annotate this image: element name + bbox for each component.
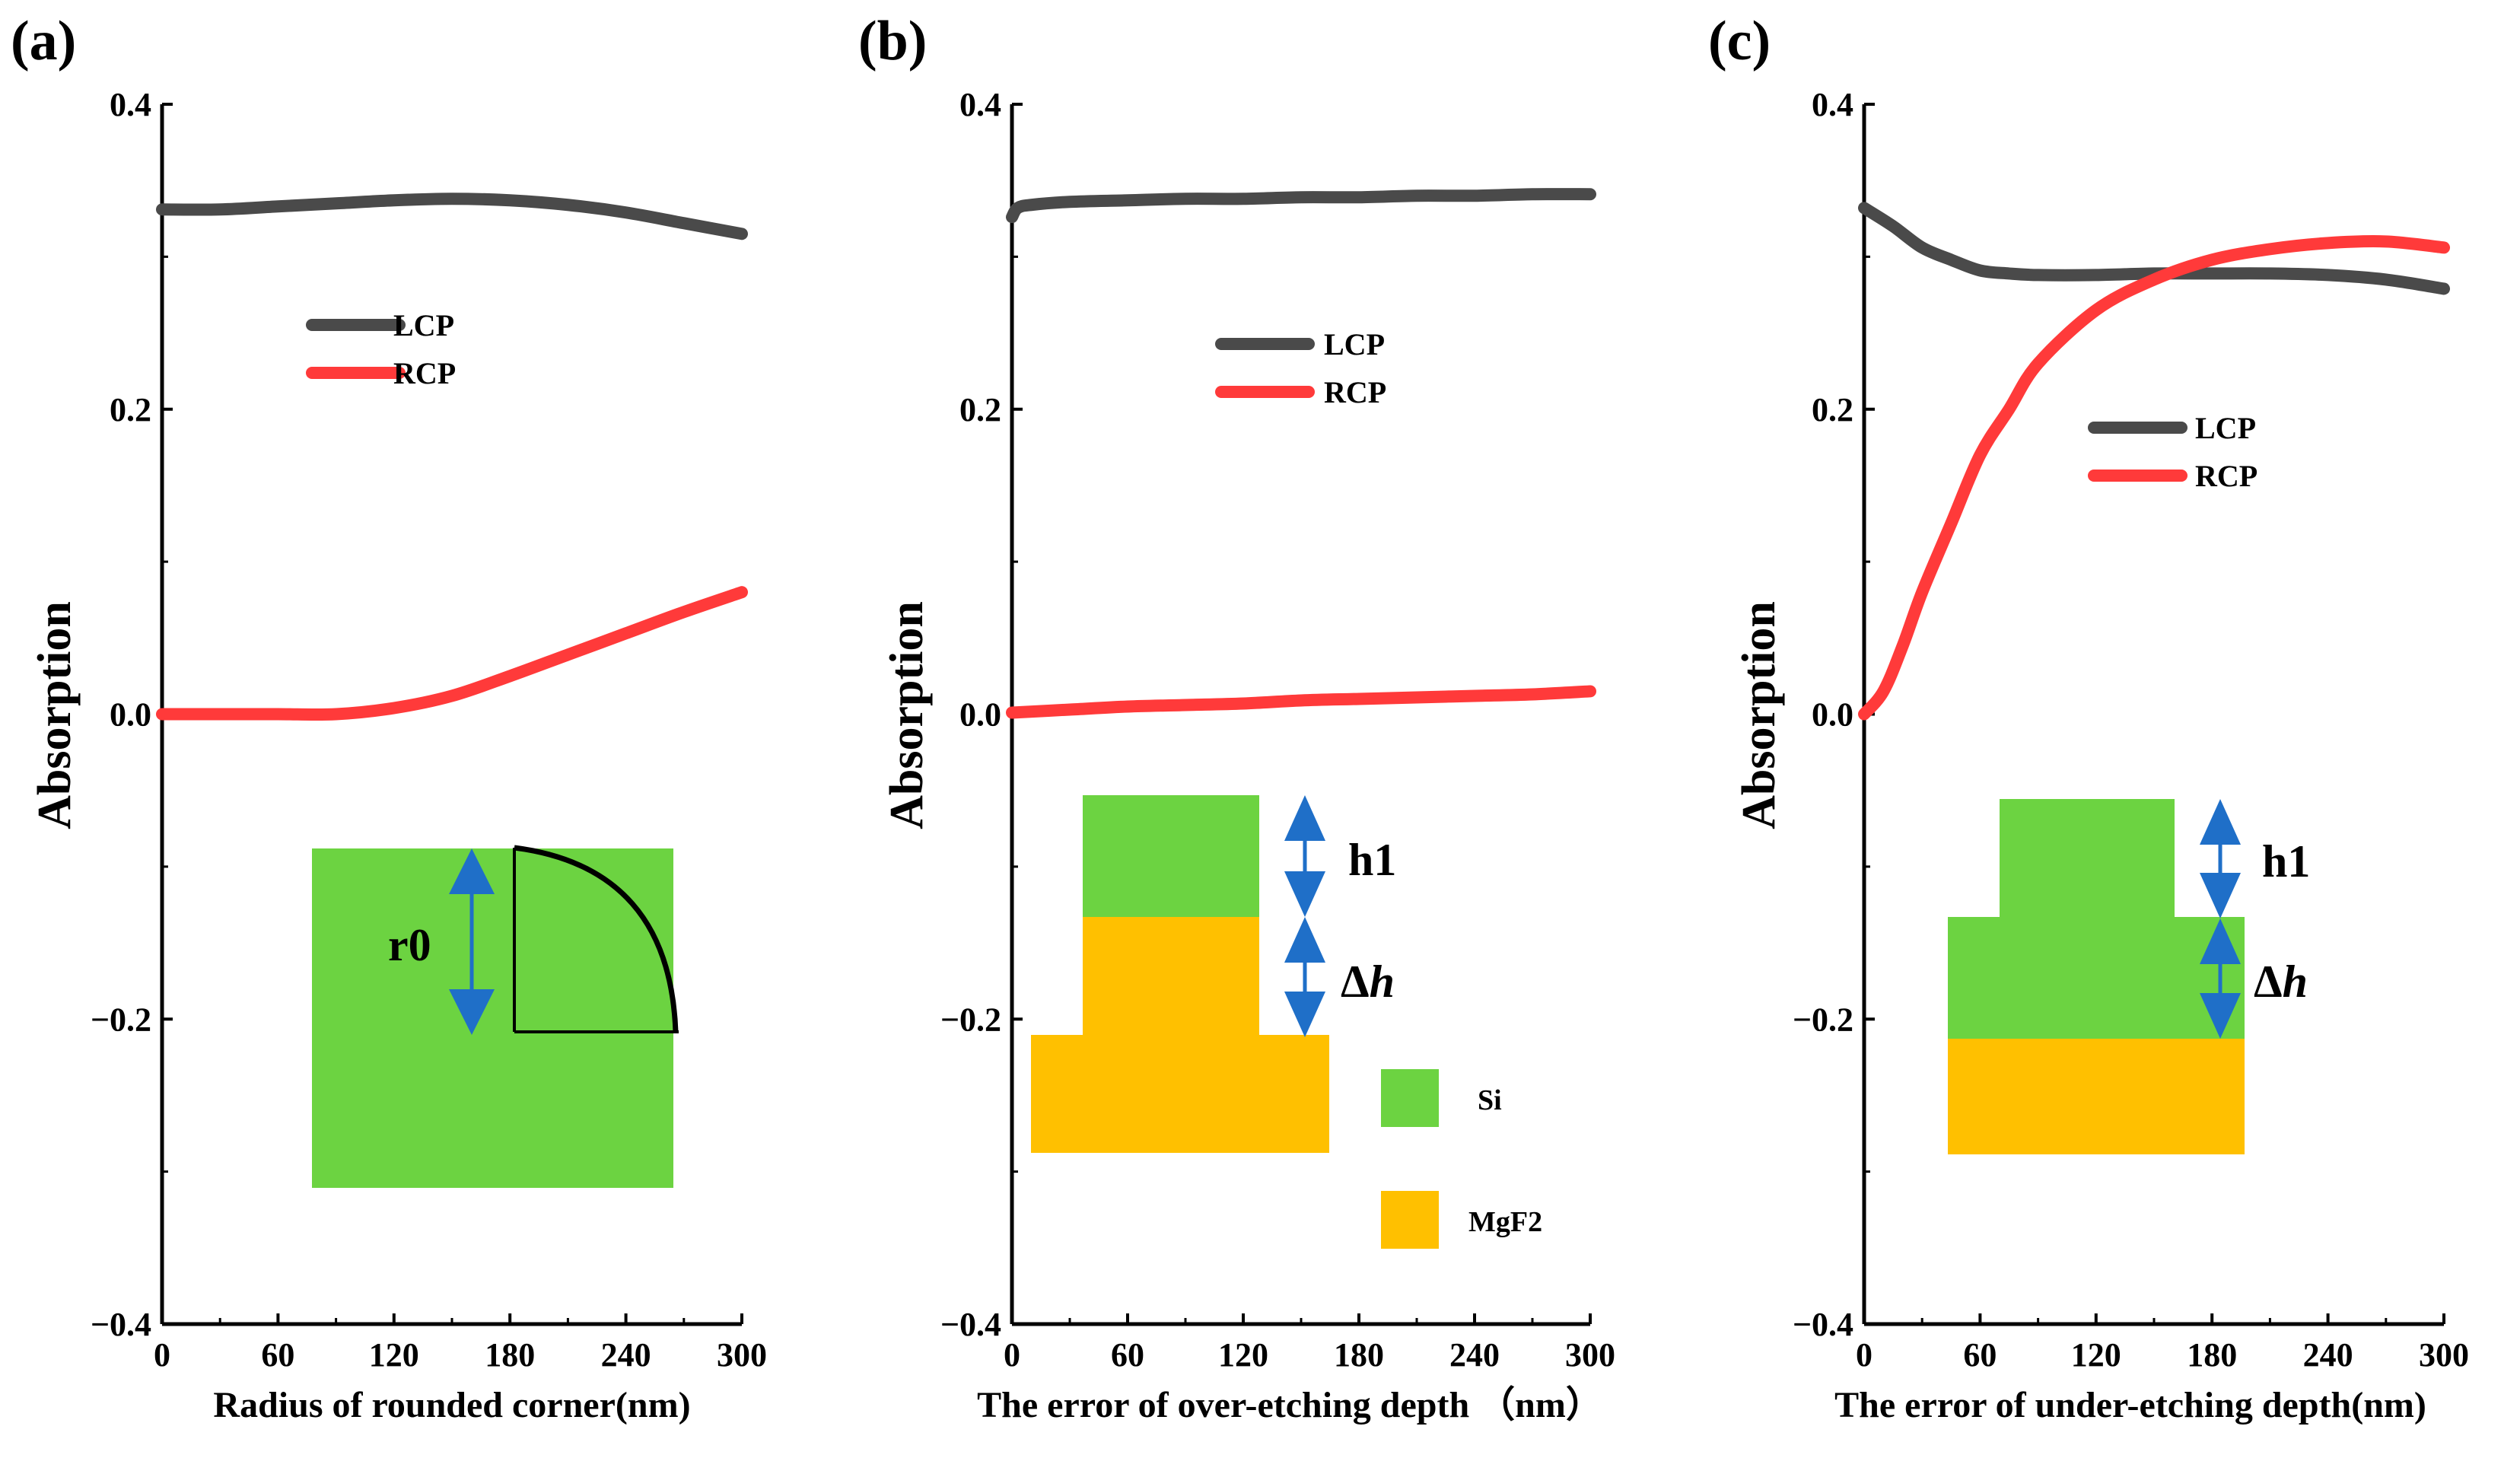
x-tick-label: 60 <box>1111 1336 1144 1374</box>
mgf2-base <box>1948 1036 2245 1154</box>
si-square <box>312 848 673 1188</box>
x-tick-label: 300 <box>717 1336 767 1374</box>
x-tick-label: 0 <box>154 1336 170 1374</box>
double-arrow-icon <box>449 848 495 1035</box>
y-tick-label: −0.2 <box>91 1001 151 1038</box>
double-arrow-icon <box>1284 917 1325 1037</box>
y-tick-label: −0.2 <box>940 1001 1001 1038</box>
series-line-lcp <box>156 193 748 240</box>
y-tick-label: −0.4 <box>91 1306 151 1343</box>
x-tick-label: 300 <box>1565 1336 1615 1374</box>
x-tick-label: 0 <box>1856 1336 1873 1374</box>
series-line-rcp <box>1858 234 2450 721</box>
rounded-corner-arc <box>514 845 679 1033</box>
double-arrow-icon <box>2200 799 2241 918</box>
si-legend-label: Si <box>1478 1084 1502 1116</box>
mgf2-legend-label: MgF2 <box>1468 1206 1542 1238</box>
y-tick-label: 0.2 <box>110 391 151 428</box>
y-tick-label: 0.4 <box>110 86 151 123</box>
ticks: 0 60 120 180 240 300 0.4 0.2 0.0 −0.2 −0.4 <box>940 86 1615 1374</box>
panel-label: (a) <box>11 10 76 72</box>
delta-h-label: Δh <box>2254 957 2308 1007</box>
panel-a: (a) Absorption Radius of rounded corner(… <box>11 10 767 1425</box>
legend-label-lcp: LCP <box>2195 411 2256 445</box>
x-tick-label: 300 <box>2419 1336 2469 1374</box>
x-tick-label: 120 <box>369 1336 419 1374</box>
h1-label: h1 <box>1348 835 1396 885</box>
y-axis-title: Absorption <box>1733 601 1785 829</box>
x-axis-title: The error of under-etching depth(nm) <box>1834 1385 2426 1425</box>
si-top <box>2000 799 2175 919</box>
y-tick-label: −0.4 <box>940 1306 1001 1343</box>
y-tick-label: 0.2 <box>959 391 1001 428</box>
panel-label: (c) <box>1708 10 1771 72</box>
r0-label: r0 <box>388 920 431 970</box>
legend-label-lcp: LCP <box>1324 327 1385 361</box>
double-arrow-icon <box>2200 918 2241 1039</box>
y-tick-label: 0.0 <box>110 696 151 734</box>
x-tick-label: 60 <box>261 1336 294 1374</box>
series-line-lcp <box>1858 202 2450 295</box>
mgf2-pillar <box>1083 915 1259 1037</box>
legend-label-lcp: LCP <box>393 308 454 342</box>
x-axis-title: The error of over-etching depth （nm） <box>977 1385 1602 1425</box>
legend: LCP RCP <box>1215 327 1386 409</box>
x-tick-label: 240 <box>2303 1336 2353 1374</box>
y-axis-title: Absorption <box>29 601 81 829</box>
h1-label: h1 <box>2262 836 2310 887</box>
series-line-lcp <box>1006 188 1596 224</box>
series-line-rcp <box>1006 685 1596 719</box>
x-axis-title: Radius of rounded corner(nm) <box>213 1385 690 1425</box>
mgf2-base <box>1031 1035 1329 1153</box>
x-tick-label: 120 <box>1218 1336 1268 1374</box>
inset: r0 <box>312 845 679 1188</box>
y-axis-title: Absorption <box>881 601 933 829</box>
legend-label-rcp: RCP <box>2195 459 2258 493</box>
delta-h-label: Δh <box>1341 957 1395 1007</box>
x-tick-label: 180 <box>485 1336 535 1374</box>
legend: LCP RCP <box>306 308 456 390</box>
panel-c: (c) Absorption The error of under-etchin… <box>1708 10 2469 1425</box>
y-tick-label: 0.0 <box>1812 696 1853 734</box>
si-lower <box>1948 917 2245 1039</box>
double-arrow-icon <box>1284 795 1325 917</box>
legend: LCP RCP <box>2088 411 2258 493</box>
y-tick-label: 0.4 <box>1812 86 1853 123</box>
panel-b: (b) Absorption The error of over-etching… <box>858 10 1615 1425</box>
legend-label-rcp: RCP <box>1324 375 1386 409</box>
y-tick-label: 0.0 <box>959 696 1001 734</box>
y-tick-label: 0.4 <box>959 86 1001 123</box>
panel-label: (b) <box>858 10 927 72</box>
mgf2-swatch <box>1381 1191 1439 1249</box>
inset: h1 Δh Si MgF2 <box>1031 795 1542 1249</box>
x-tick-label: 60 <box>1963 1336 1997 1374</box>
si-swatch <box>1381 1069 1439 1127</box>
y-tick-label: −0.4 <box>1793 1306 1853 1343</box>
si-top <box>1083 795 1259 917</box>
inset: h1 Δh <box>1948 799 2310 1154</box>
x-tick-label: 0 <box>1004 1336 1020 1374</box>
y-tick-label: −0.2 <box>1793 1001 1853 1038</box>
x-tick-label: 240 <box>601 1336 651 1374</box>
x-tick-label: 120 <box>2071 1336 2121 1374</box>
x-tick-label: 180 <box>1334 1336 1384 1374</box>
series-line-rcp <box>156 586 748 721</box>
x-tick-label: 240 <box>1449 1336 1500 1374</box>
y-tick-label: 0.2 <box>1812 391 1853 428</box>
legend-label-rcp: RCP <box>393 356 456 390</box>
x-tick-label: 180 <box>2187 1336 2237 1374</box>
ticks: 0 60 120 180 240 300 0.4 0.2 0.0 −0.2 −0.4 <box>91 86 767 1374</box>
